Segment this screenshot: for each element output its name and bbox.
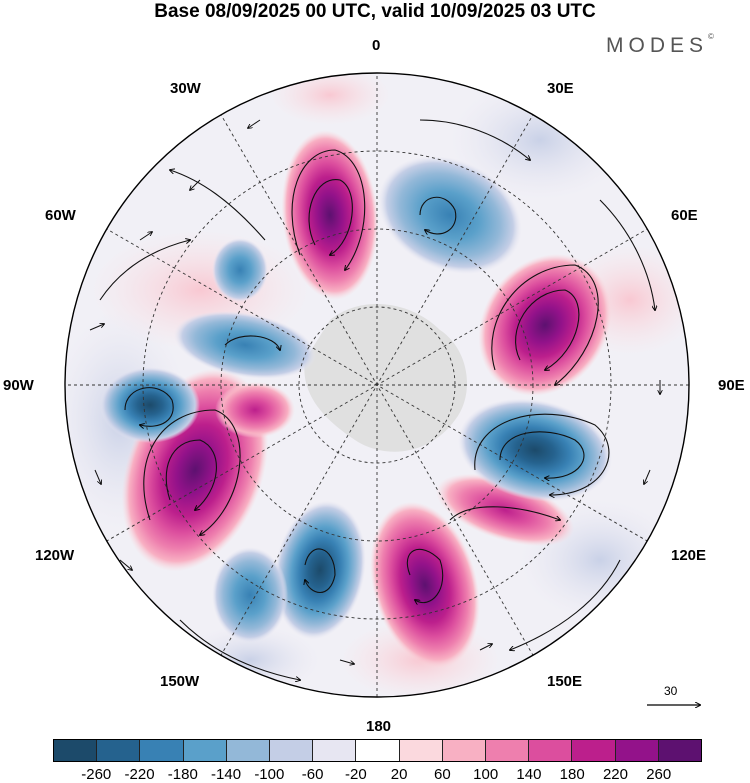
colorbar-tick-label: 180 — [559, 766, 585, 783]
colorbar — [53, 739, 702, 762]
map-boundary — [64, 72, 690, 698]
colorbar-swatch — [313, 740, 357, 761]
colorbar-tick-label: -220 — [124, 766, 155, 783]
colorbar-swatch — [658, 740, 702, 761]
colorbar-tick-label: 100 — [473, 766, 499, 783]
brand-text: MODES — [606, 34, 709, 57]
colorbar-swatch — [183, 740, 227, 761]
colorbar-swatch — [226, 740, 271, 761]
lon-label-30w: 30W — [170, 80, 201, 97]
colorbar-tick-label: -20 — [345, 766, 367, 783]
colorbar-swatch — [270, 740, 314, 761]
colorbar-tick-label: 140 — [516, 766, 542, 783]
colorbar-swatch — [356, 740, 400, 761]
colorbar-swatch — [140, 740, 184, 761]
colorbar-tick-label: 20 — [390, 766, 408, 783]
lon-label-120w: 120W — [35, 547, 75, 564]
colorbar-tick-label: -100 — [254, 766, 285, 783]
colorbar-swatch — [572, 740, 616, 761]
colorbar-tick-label: 260 — [646, 766, 672, 783]
graticule — [65, 73, 689, 697]
lon-label-120e: 120E — [671, 547, 707, 564]
streamlines — [99, 119, 655, 680]
lon-label-0: 0 — [372, 37, 381, 54]
colorbar-tick-label: -260 — [81, 766, 112, 783]
colorbar-swatch — [399, 740, 443, 761]
colorbar-swatch — [97, 740, 141, 761]
lon-label-180: 180 — [366, 718, 392, 735]
chart-title: Base 08/09/2025 00 UTC, valid 10/09/2025… — [154, 1, 596, 22]
lon-label-150e: 150E — [547, 673, 583, 690]
colorbar-tick-label: -140 — [211, 766, 242, 783]
lon-label-60w: 60W — [45, 207, 76, 224]
colorbar-tick-label: -180 — [167, 766, 198, 783]
colorbar-tick-label: 60 — [434, 766, 451, 783]
colorbar-tick-label: 220 — [602, 766, 628, 783]
lon-label-90w: 90W — [3, 377, 34, 394]
lon-label-60e: 60E — [671, 207, 698, 224]
colorbar-tick-label: -60 — [301, 766, 324, 783]
reference-vector-label: 30 — [664, 684, 678, 698]
brand-logo: MODES© — [606, 32, 714, 58]
lon-label-150w: 150W — [160, 673, 200, 690]
colorbar-swatch — [54, 740, 98, 761]
brand-copyright-mark: © — [708, 32, 714, 41]
colorbar-swatch — [615, 740, 659, 761]
lon-label-90e: 90E — [718, 377, 745, 394]
colorbar-swatch — [486, 740, 530, 761]
colorbar-swatch — [529, 740, 573, 761]
lon-label-30e: 30E — [547, 80, 574, 97]
colorbar-ticks: -260 -220 -180 -140 -100 -60 -20 20 60 100 140 180 2… — [53, 766, 702, 783]
colorbar-swatch — [442, 740, 487, 761]
